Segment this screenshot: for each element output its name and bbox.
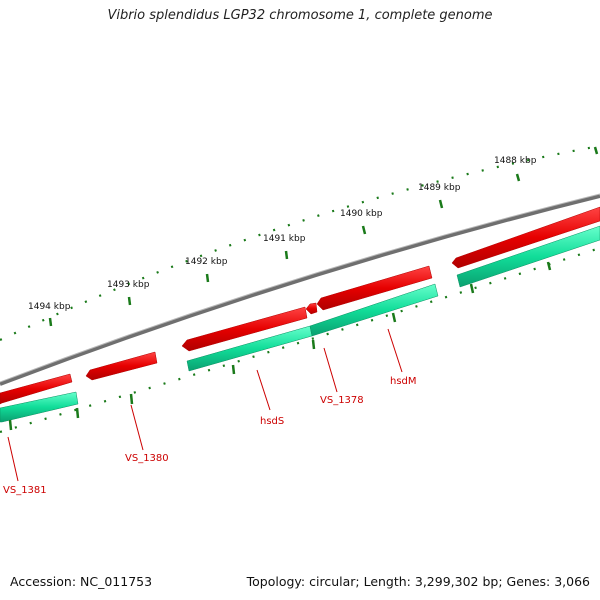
gene-label-hsdm[interactable]: hsdM <box>390 376 417 387</box>
minor-tick <box>546 261 552 271</box>
outer-tick-ring <box>0 144 600 341</box>
gene-label-vs1378[interactable]: VS_1378 <box>320 395 364 406</box>
leader-hsdm <box>387 328 403 373</box>
major-tick <box>48 317 53 327</box>
gene-label-hsds[interactable]: hsdS <box>260 416 284 427</box>
major-tick <box>284 250 289 260</box>
kbp-label: 1492 kbp <box>185 257 228 267</box>
minor-tick <box>75 407 80 419</box>
major-tick <box>438 199 444 209</box>
forward-strand <box>0 206 600 405</box>
gene-vs1378-forward <box>305 302 318 315</box>
gene-hsdm-reverse <box>309 283 439 337</box>
kbp-label: 1489 kbp <box>418 183 461 193</box>
major-tick <box>127 296 132 306</box>
kbp-label: 1488 kbp <box>494 156 537 166</box>
gene-hsds-forward <box>181 306 308 352</box>
gene-label-vs1381[interactable]: VS_1381 <box>3 485 47 496</box>
gene-hsdm-forward <box>316 265 433 311</box>
minor-tick <box>469 283 475 294</box>
minor-tick <box>311 339 316 350</box>
label-leaders <box>7 328 403 482</box>
minor-tick <box>8 419 13 431</box>
gene-vs1380-forward <box>85 351 158 381</box>
major-tick <box>593 146 599 155</box>
inner-tick-ring <box>0 246 600 434</box>
major-tick <box>515 173 521 182</box>
accession-text: Accession: NC_011753 <box>10 574 153 589</box>
gene-next-reverse <box>456 225 600 288</box>
leader-vs1380 <box>130 404 144 451</box>
kbp-label: 1493 kbp <box>107 280 150 290</box>
gene-vs1381-forward <box>0 373 73 405</box>
kbp-label: 1491 kbp <box>263 234 306 244</box>
minor-tick <box>391 312 397 323</box>
gene-label-vs1380[interactable]: VS_1380 <box>125 453 169 464</box>
major-tick <box>361 225 367 235</box>
gene-next-forward <box>451 206 600 269</box>
leader-vs1381 <box>7 436 19 482</box>
kbp-label: 1494 kbp <box>28 302 71 312</box>
topology-text: Topology: circular; Length: 3,299,302 bp… <box>246 574 590 589</box>
leader-vs1378 <box>323 347 338 393</box>
genome-backbone <box>0 194 600 386</box>
gene-vs1381-reverse <box>0 391 79 423</box>
map-title: Vibrio splendidus LGP32 chromosome 1, co… <box>107 8 493 23</box>
minor-tick <box>129 393 134 405</box>
kbp-label: 1490 kbp <box>340 209 383 219</box>
major-tick <box>205 273 210 283</box>
minor-tick <box>231 364 236 375</box>
reverse-strand <box>0 225 600 423</box>
leader-hsds <box>256 369 271 411</box>
